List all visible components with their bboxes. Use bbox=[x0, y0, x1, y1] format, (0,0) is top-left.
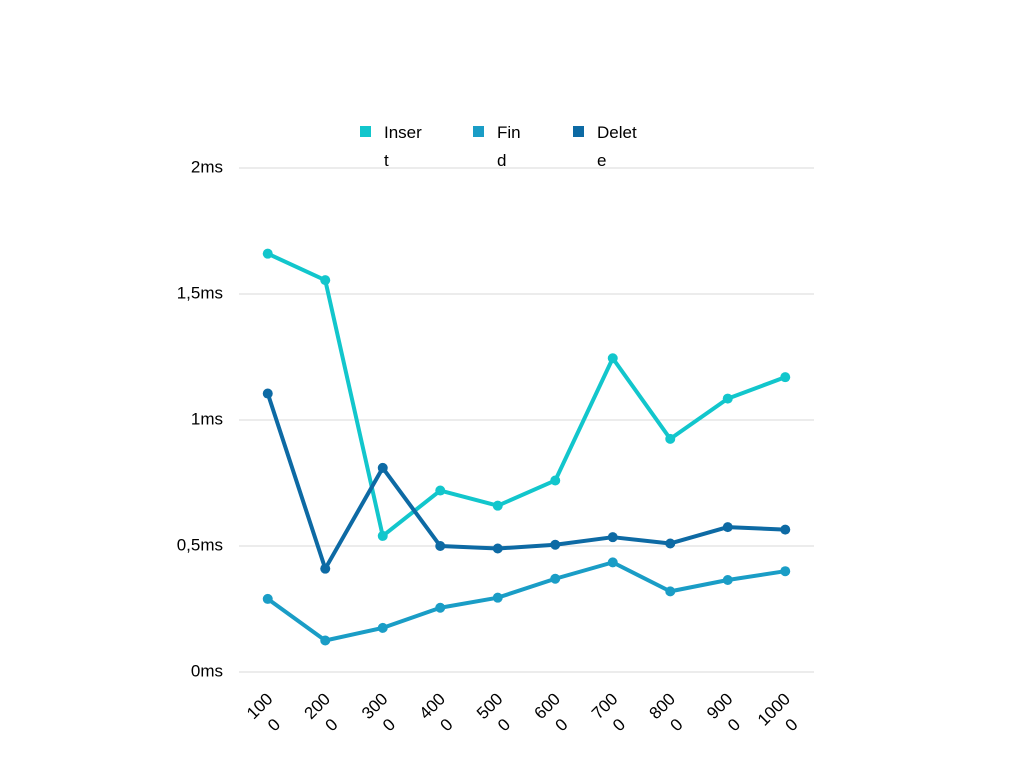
data-point bbox=[550, 475, 561, 486]
y-axis-ticks: 0ms 0,5ms 1ms 1,5ms 2ms bbox=[177, 157, 223, 680]
legend-swatch bbox=[473, 126, 484, 137]
legend-label-wrap: t bbox=[384, 151, 389, 170]
legend-label: Delet bbox=[597, 123, 637, 142]
data-point bbox=[780, 372, 791, 383]
y-tick-label: 2ms bbox=[191, 157, 223, 176]
svg-text:0: 0 bbox=[609, 715, 629, 735]
data-point bbox=[722, 575, 733, 586]
data-point bbox=[320, 635, 331, 646]
data-point bbox=[377, 462, 388, 473]
legend-swatch bbox=[360, 126, 371, 137]
data-point bbox=[377, 530, 388, 541]
data-point bbox=[607, 353, 618, 364]
x-tick-label: 1000 bbox=[243, 689, 284, 735]
svg-text:0: 0 bbox=[494, 715, 514, 735]
series-line bbox=[265, 251, 788, 538]
data-point bbox=[492, 543, 503, 554]
data-point bbox=[665, 538, 676, 549]
gridlines bbox=[239, 167, 814, 673]
svg-text:0: 0 bbox=[552, 715, 572, 735]
legend: Inser t Fin d Delet e bbox=[360, 123, 637, 170]
svg-text:0: 0 bbox=[782, 715, 802, 735]
svg-text:0: 0 bbox=[264, 715, 284, 735]
legend-label: Inser bbox=[384, 123, 422, 142]
data-point bbox=[722, 393, 733, 404]
legend-label: Fin bbox=[497, 123, 521, 142]
y-tick-label: 1ms bbox=[191, 409, 223, 428]
svg-text:0: 0 bbox=[724, 715, 744, 735]
svg-text:0: 0 bbox=[667, 715, 687, 735]
series-line bbox=[265, 391, 788, 571]
y-tick-label: 1,5ms bbox=[177, 283, 223, 302]
legend-item: Delet e bbox=[573, 123, 637, 170]
data-point bbox=[435, 541, 446, 551]
series-lines bbox=[262, 248, 791, 646]
y-tick-label: 0ms bbox=[191, 661, 223, 680]
data-point bbox=[492, 500, 503, 511]
legend-label-wrap: d bbox=[497, 151, 506, 170]
data-point bbox=[607, 532, 618, 543]
data-point bbox=[722, 522, 733, 533]
svg-text:0: 0 bbox=[379, 715, 399, 735]
data-point bbox=[435, 602, 446, 613]
svg-text:0: 0 bbox=[437, 715, 457, 735]
legend-swatch bbox=[573, 126, 584, 137]
data-point bbox=[550, 539, 561, 550]
data-point bbox=[607, 557, 618, 568]
data-point bbox=[320, 275, 331, 286]
data-point bbox=[377, 622, 388, 633]
series-delete bbox=[262, 388, 791, 574]
data-point bbox=[320, 563, 331, 574]
data-point bbox=[665, 433, 676, 444]
data-point bbox=[262, 593, 273, 604]
legend-label-wrap: e bbox=[597, 151, 606, 170]
series-find bbox=[262, 557, 791, 646]
data-point bbox=[262, 248, 273, 259]
svg-text:0: 0 bbox=[322, 715, 342, 735]
y-tick-label: 0,5ms bbox=[177, 535, 223, 554]
legend-item: Fin d bbox=[473, 123, 521, 170]
data-point bbox=[780, 566, 791, 577]
data-point bbox=[780, 524, 791, 535]
series-insert bbox=[262, 248, 791, 541]
data-point bbox=[665, 586, 676, 597]
data-point bbox=[492, 592, 503, 603]
data-point bbox=[550, 573, 561, 584]
legend-item: Inser t bbox=[360, 123, 422, 170]
data-point bbox=[435, 485, 446, 496]
series-line bbox=[265, 560, 788, 643]
data-point bbox=[262, 388, 273, 399]
